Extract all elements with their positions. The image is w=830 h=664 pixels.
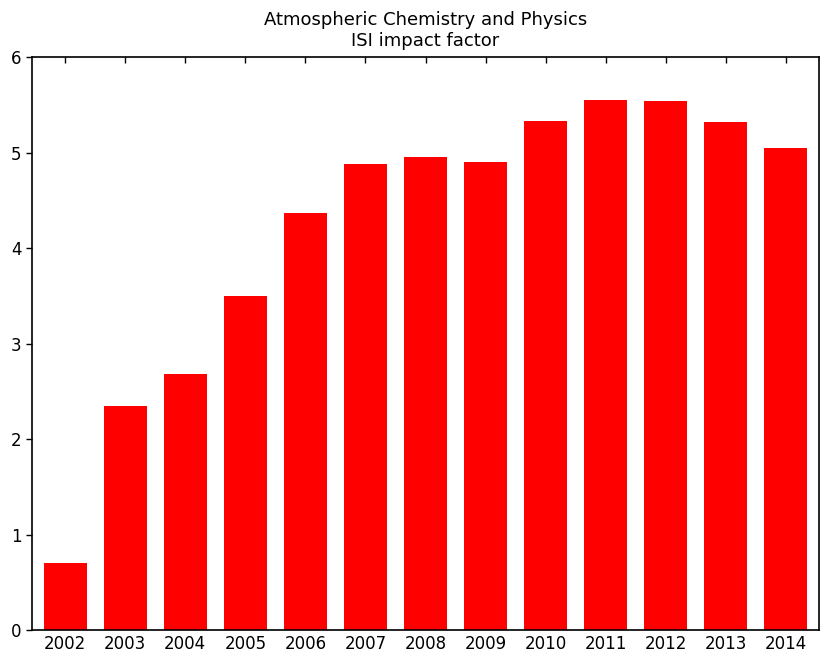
Bar	[764, 148, 808, 630]
Title: Atmospheric Chemistry and Physics
ISI impact factor: Atmospheric Chemistry and Physics ISI im…	[264, 11, 587, 50]
Bar	[584, 100, 627, 630]
Bar	[704, 122, 748, 630]
Bar	[404, 157, 447, 630]
Bar	[104, 406, 147, 630]
Bar	[284, 212, 327, 630]
Bar	[644, 101, 687, 630]
Bar	[524, 121, 567, 630]
Bar	[224, 295, 267, 630]
Bar	[344, 164, 387, 630]
Bar	[464, 162, 507, 630]
Bar	[43, 563, 87, 630]
Bar	[164, 374, 207, 630]
